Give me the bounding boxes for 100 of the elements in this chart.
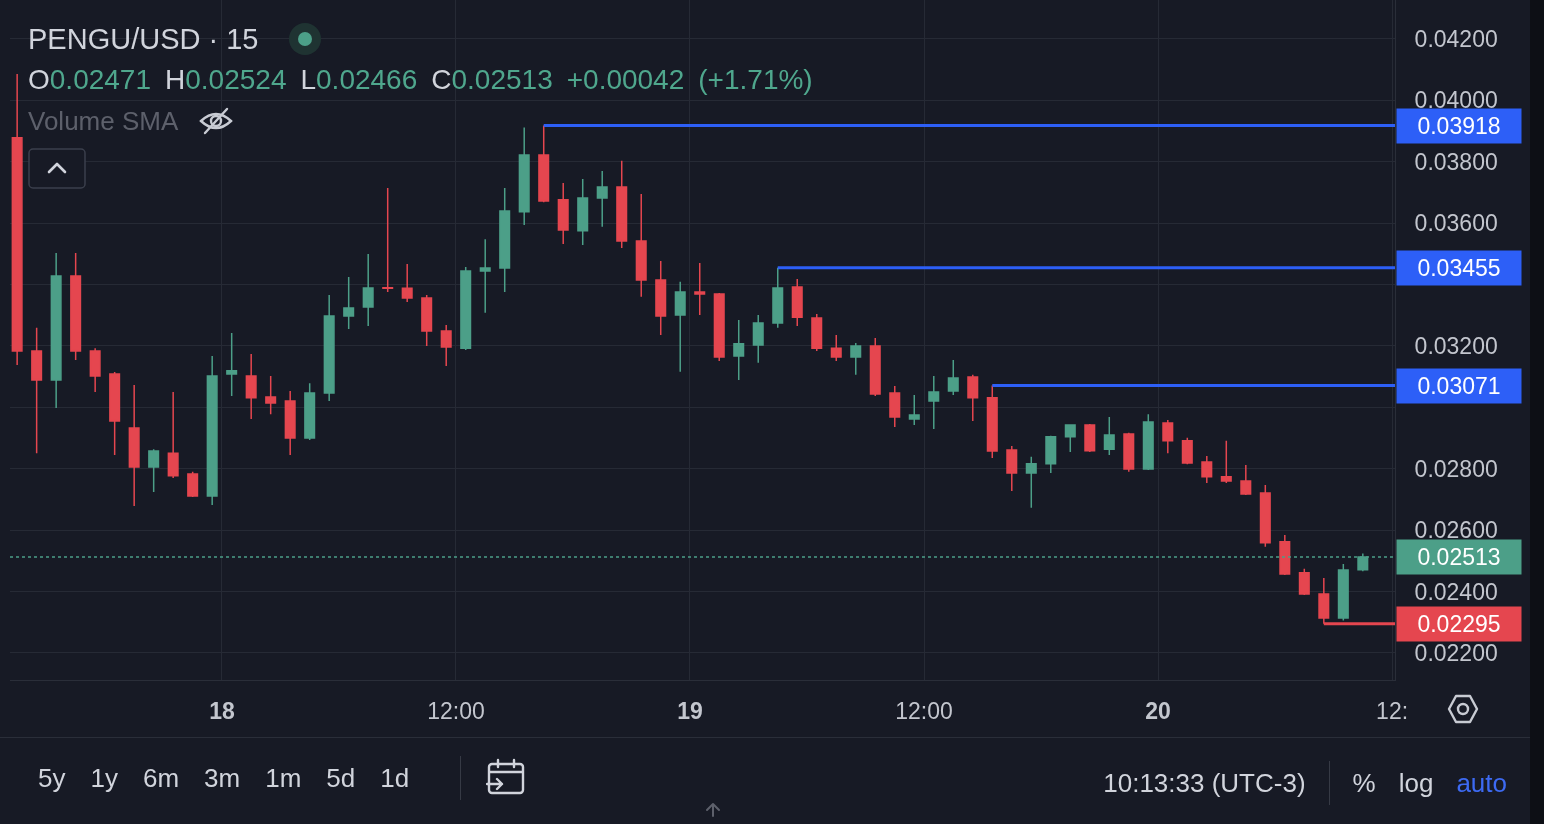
candlestick bbox=[635, 193, 647, 298]
x-tick-label: 20 bbox=[1145, 697, 1171, 724]
ref-line-label: 0.02295 bbox=[1417, 611, 1501, 637]
candlestick bbox=[1181, 437, 1193, 465]
candlestick bbox=[616, 160, 628, 249]
candlestick bbox=[382, 187, 394, 293]
candlestick bbox=[1220, 440, 1232, 484]
candlestick bbox=[928, 375, 940, 430]
candlestick bbox=[479, 238, 491, 314]
candlestick bbox=[830, 334, 842, 362]
text: O0.02471 H0.02524 L0.02466 C0.02513 +0.00042 (+1.71%) bbox=[28, 64, 813, 95]
candlestick bbox=[850, 342, 862, 376]
candlestick bbox=[1084, 423, 1096, 453]
candlestick bbox=[986, 384, 998, 459]
text: % bbox=[1352, 767, 1376, 800]
candlestick bbox=[1045, 434, 1057, 474]
ref-line-label: 0.03071 bbox=[1417, 373, 1501, 399]
candlestick bbox=[967, 374, 979, 422]
candlestick bbox=[245, 353, 257, 420]
candlestick bbox=[167, 391, 179, 479]
candlestick bbox=[557, 182, 569, 245]
text: auto bbox=[1456, 767, 1507, 800]
candlestick bbox=[89, 347, 101, 393]
candlestick bbox=[596, 170, 608, 228]
candlestick bbox=[499, 187, 511, 293]
annotation: Volume SMA bbox=[28, 105, 179, 138]
candlestick bbox=[1064, 424, 1076, 453]
candlestick bbox=[1201, 455, 1213, 484]
candlestick bbox=[1259, 484, 1271, 548]
candlestick bbox=[31, 327, 43, 454]
candlestick bbox=[518, 126, 530, 226]
candlestick bbox=[908, 394, 920, 426]
x-tick-label: 12:00 bbox=[427, 697, 485, 724]
candlestick bbox=[343, 276, 355, 330]
candlestick bbox=[362, 253, 374, 327]
ref-line-label: 0.02513 bbox=[1417, 544, 1501, 570]
candlestick bbox=[577, 178, 589, 246]
candlestick bbox=[460, 266, 472, 351]
ref-line-label: 0.03918 bbox=[1417, 113, 1501, 139]
candlestick bbox=[694, 262, 706, 316]
candlestick bbox=[1025, 456, 1037, 509]
candlestick bbox=[538, 124, 550, 204]
text: 1m bbox=[265, 762, 302, 795]
candlestick bbox=[109, 371, 121, 456]
y-tick-label: 0.03600 bbox=[1414, 210, 1498, 237]
text: 10:13:33 (UTC-3) bbox=[1103, 767, 1306, 800]
candlestick bbox=[401, 263, 413, 303]
candlestick bbox=[869, 337, 881, 397]
candlestick bbox=[1240, 464, 1252, 496]
candlestick bbox=[265, 375, 277, 415]
candlestick bbox=[128, 384, 140, 507]
candlestick bbox=[284, 390, 296, 456]
candlestick bbox=[1298, 568, 1310, 596]
candlestick bbox=[50, 252, 62, 409]
y-tick-label: 0.03800 bbox=[1414, 148, 1498, 175]
x-tick-label: 18 bbox=[209, 697, 235, 724]
candlestick bbox=[1123, 432, 1135, 473]
candlestick bbox=[713, 292, 725, 362]
candlestick bbox=[1162, 419, 1174, 454]
candlestick bbox=[772, 266, 784, 329]
x-tick-label: 12:00 bbox=[895, 697, 953, 724]
candlestick bbox=[1279, 534, 1291, 576]
candlestick bbox=[811, 313, 823, 352]
candlestick bbox=[1142, 413, 1154, 471]
candlestick bbox=[440, 324, 452, 367]
candlestick bbox=[421, 294, 433, 347]
candlestick bbox=[1337, 563, 1349, 622]
candlestick bbox=[226, 332, 238, 397]
x-tick-label: 19 bbox=[677, 697, 703, 724]
y-tick-label: 0.03200 bbox=[1414, 333, 1498, 360]
candlestick bbox=[752, 314, 764, 364]
y-tick-label: 0.02800 bbox=[1414, 455, 1498, 482]
text: 1d bbox=[380, 762, 410, 795]
candlestick bbox=[11, 73, 23, 366]
text: PENGU/USD · 15 bbox=[28, 22, 259, 56]
candlestick bbox=[655, 260, 667, 336]
candlestick bbox=[1006, 445, 1018, 492]
text: log bbox=[1398, 767, 1434, 800]
candlestick bbox=[323, 294, 335, 402]
ref-line-label: 0.03455 bbox=[1417, 255, 1501, 281]
y-tick-label: 0.04200 bbox=[1414, 26, 1498, 53]
x-tick-label: 12: bbox=[1376, 697, 1409, 724]
y-tick-label: 0.02400 bbox=[1414, 578, 1498, 605]
candlestick bbox=[148, 448, 160, 493]
candlestick bbox=[206, 355, 218, 506]
text: 3m bbox=[204, 762, 241, 795]
text: 1y bbox=[90, 762, 118, 795]
candlestick bbox=[304, 382, 316, 441]
text: 5d bbox=[326, 762, 356, 795]
y-tick-label: 0.04000 bbox=[1414, 87, 1498, 114]
candlestick bbox=[187, 471, 199, 498]
candlestick bbox=[1103, 416, 1115, 456]
candlestick bbox=[674, 281, 686, 373]
candlestick bbox=[889, 385, 901, 428]
candlestick bbox=[791, 278, 803, 327]
candlestick bbox=[733, 319, 745, 381]
y-tick-label: 0.02200 bbox=[1414, 640, 1498, 667]
text: 5y bbox=[38, 762, 66, 795]
candlestick bbox=[70, 252, 82, 361]
candlestick bbox=[947, 359, 959, 396]
